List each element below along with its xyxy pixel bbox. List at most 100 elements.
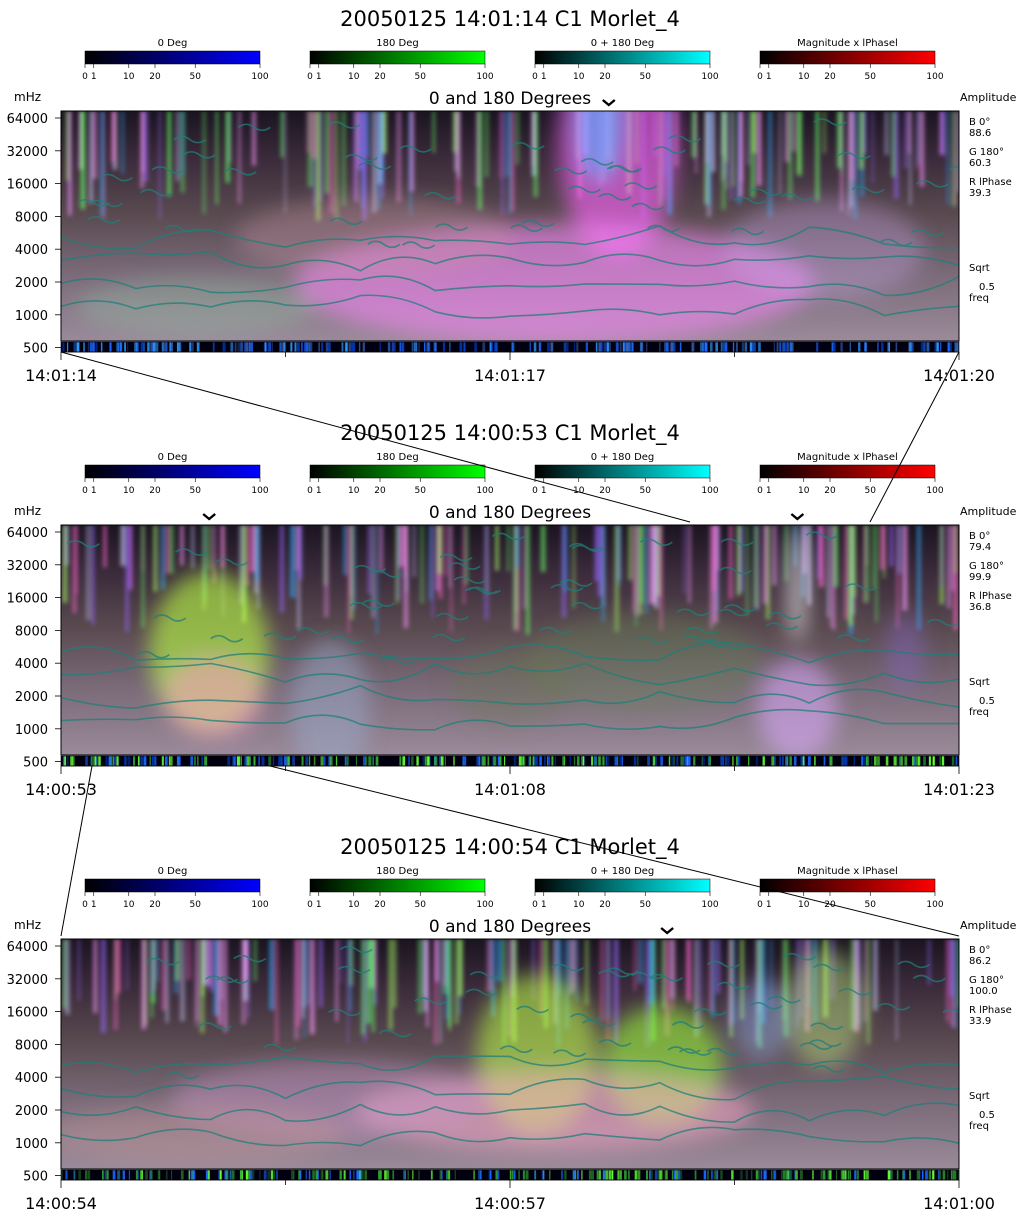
- streak: [290, 525, 296, 598]
- streak: [891, 111, 896, 177]
- strip-mark: [773, 1170, 777, 1180]
- streak: [526, 525, 530, 635]
- strip-mark: [947, 342, 951, 352]
- streak: [65, 939, 70, 1015]
- streak: [335, 939, 338, 1022]
- strip-mark: [550, 342, 553, 352]
- streak: [859, 111, 864, 170]
- streak: [78, 111, 82, 170]
- strip-mark: [355, 756, 357, 766]
- strip-mark: [794, 1170, 797, 1180]
- strip-mark: [920, 342, 924, 352]
- strip-mark: [271, 342, 273, 352]
- strip-mark: [771, 1170, 773, 1180]
- y-tick-label: 500: [23, 1170, 48, 1185]
- x-tick-label: 14:00:57: [474, 1194, 546, 1213]
- spectrogram-glows: [149, 525, 926, 755]
- strip-mark: [591, 756, 593, 766]
- streak: [617, 525, 621, 586]
- streak: [638, 939, 643, 984]
- streak: [432, 111, 436, 153]
- streak: [787, 111, 793, 200]
- strip-mark: [346, 756, 349, 766]
- strip-mark: [673, 756, 675, 766]
- strip-mark: [249, 1170, 253, 1180]
- strip-mark: [100, 342, 103, 352]
- strip-mark: [687, 756, 691, 766]
- strip-mark: [204, 756, 208, 766]
- streak: [497, 939, 502, 982]
- contour-squiggle: [837, 151, 871, 160]
- strip-mark: [292, 1170, 295, 1180]
- contour-squiggle: [362, 599, 396, 607]
- streak: [366, 111, 370, 159]
- strip-mark: [603, 1170, 606, 1180]
- contour-squiggle: [198, 1022, 232, 1030]
- legend-tick-label: 20: [599, 900, 611, 910]
- amp-scale-value: 0.5: [979, 282, 995, 293]
- strip-mark: [90, 342, 93, 352]
- streak: [569, 939, 574, 995]
- y-tick-label: 8000: [15, 210, 48, 225]
- strip-mark: [169, 756, 173, 766]
- streak: [347, 525, 350, 633]
- streak: [329, 111, 334, 214]
- contour-squiggle: [636, 636, 670, 645]
- strip-mark: [305, 342, 309, 352]
- strip-mark: [654, 1170, 658, 1180]
- amp-r-label: R lPhase: [969, 1005, 1012, 1016]
- legend-tick-label: 0: [532, 900, 538, 910]
- legend-tick-label: 0: [82, 486, 88, 496]
- legend-tick-label: 1: [316, 900, 322, 910]
- strip-mark: [787, 342, 789, 352]
- strip-mark: [950, 1170, 952, 1180]
- streak: [852, 111, 858, 219]
- legend-tick-label: 10: [348, 900, 360, 910]
- strip-mark: [563, 342, 567, 352]
- colorbar-1: [84, 464, 261, 479]
- strip-mark: [529, 342, 532, 352]
- strip-mark: [663, 342, 666, 352]
- strip-mark: [63, 756, 67, 766]
- strip-mark: [637, 1170, 641, 1180]
- contour-squiggle: [879, 238, 913, 247]
- strip-mark: [426, 342, 429, 352]
- strip-mark: [650, 1170, 653, 1180]
- legend-tick-label: 20: [149, 900, 161, 910]
- strip-mark: [691, 342, 695, 352]
- contour-squiggle: [223, 168, 257, 176]
- streak: [340, 939, 343, 984]
- strip-mark: [294, 342, 297, 352]
- streak: [706, 111, 712, 206]
- streak: [125, 939, 129, 990]
- strip-mark: [105, 1170, 108, 1180]
- streak: [318, 939, 323, 1008]
- streak: [165, 939, 169, 1023]
- strip-bg: [61, 756, 959, 766]
- strip-mark: [890, 1170, 893, 1180]
- streak: [958, 111, 959, 192]
- strip-mark: [247, 756, 250, 766]
- strip-mark: [816, 342, 819, 352]
- strip-mark: [94, 756, 97, 766]
- strip-mark: [693, 756, 696, 766]
- strip-mark: [127, 756, 131, 766]
- streak: [437, 525, 442, 574]
- streak: [284, 111, 287, 214]
- contour-line: [61, 684, 959, 709]
- strip-mark: [908, 342, 911, 352]
- legend-tick-label: 0: [82, 900, 88, 910]
- streak: [324, 111, 329, 194]
- streak: [103, 525, 107, 568]
- streak: [120, 525, 126, 567]
- data-strip: [60, 341, 960, 353]
- strip-mark: [386, 1170, 390, 1180]
- streak: [758, 939, 761, 1013]
- legend-tick-label: 20: [824, 900, 836, 910]
- strip-mark: [402, 342, 405, 352]
- strip-mark: [372, 756, 375, 766]
- strip-mark: [192, 1170, 196, 1180]
- strip-mark: [212, 342, 215, 352]
- streak: [429, 525, 432, 600]
- streak: [797, 111, 802, 176]
